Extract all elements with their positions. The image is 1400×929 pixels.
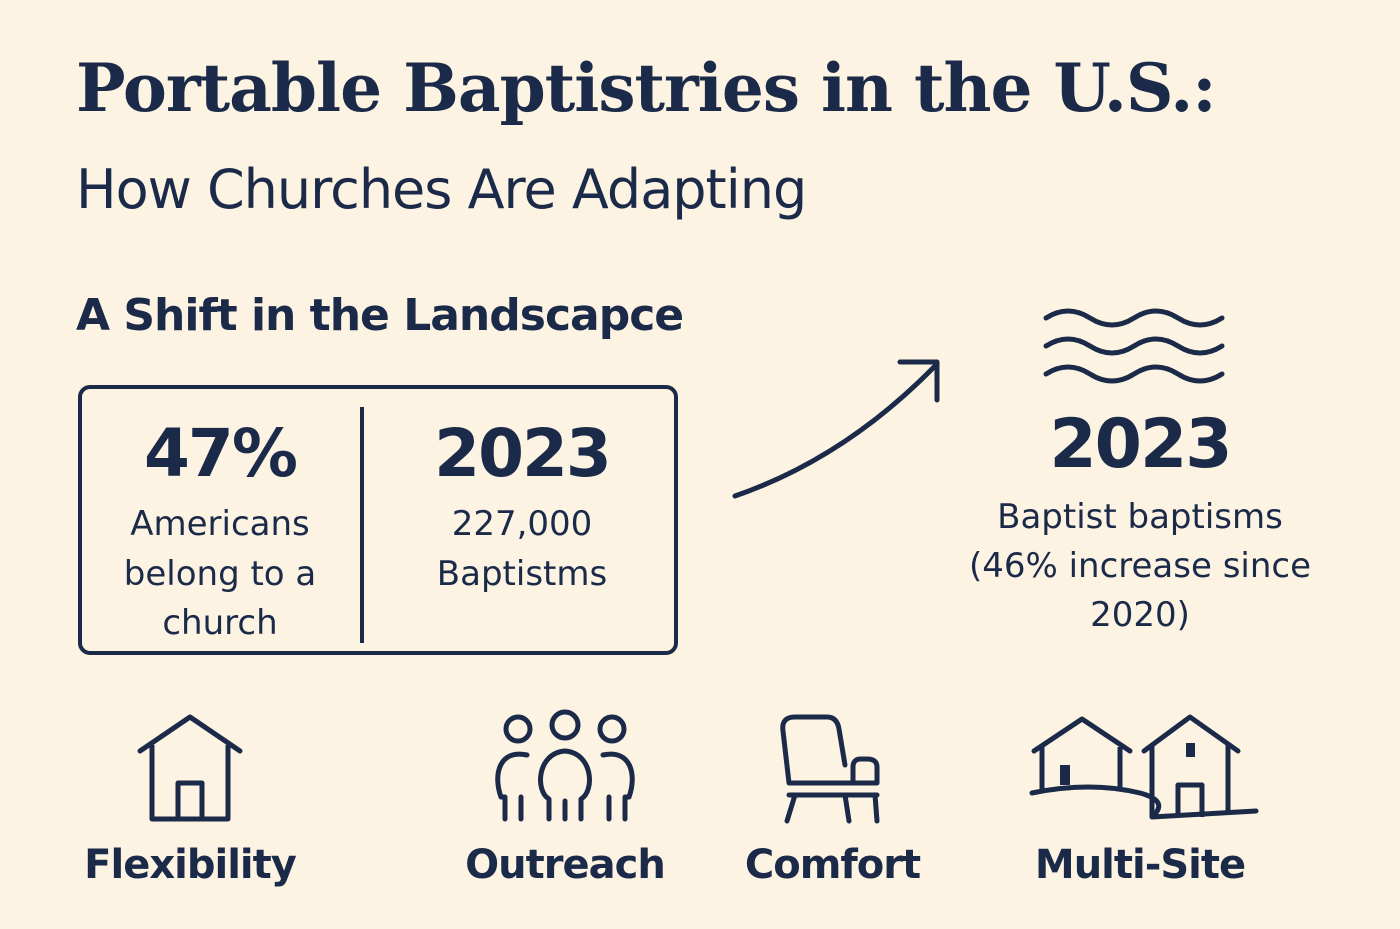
stat-description: 227,000 Baptistms — [436, 504, 608, 594]
water-waves-icon — [1043, 308, 1225, 384]
stat-description: Americans belong to a church — [123, 504, 317, 643]
highlight-description: Baptist baptisms (46% increase since 202… — [968, 496, 1312, 636]
stats-divider — [360, 407, 364, 643]
trend-arrow-icon — [732, 359, 940, 499]
highlight-stat: 2023 Baptist baptisms (46% increase sinc… — [960, 405, 1320, 641]
stats-box: 47% Americans belong to a church 2023 22… — [78, 385, 678, 655]
section-heading: A Shift in the Landscapce — [76, 290, 684, 341]
feature-label: Flexibility — [84, 842, 297, 888]
stat-value: 47% — [144, 415, 298, 492]
two-houses-icon — [1029, 714, 1259, 820]
feature-label: Outreach — [465, 842, 666, 888]
stat-baptisms: 2023 227,000 Baptistms — [382, 419, 662, 599]
stat-church-membership: 47% Americans belong to a church — [102, 419, 338, 648]
feature-outreach: Outreach — [435, 705, 695, 887]
feature-flexibility: Flexibility — [60, 705, 320, 887]
highlight-value: 2023 — [1049, 405, 1232, 484]
house-icon — [137, 714, 243, 822]
feature-label: Multi-Site — [1034, 842, 1246, 888]
page-subtitle: How Churches Are Adapting — [76, 158, 807, 221]
feature-label: Comfort — [744, 842, 921, 888]
people-icon — [495, 709, 635, 822]
page-title: Portable Baptistries in the U.S.: — [76, 49, 1217, 127]
chair-icon — [779, 714, 879, 824]
stat-value: 2023 — [434, 415, 612, 492]
feature-comfort: Comfort — [700, 705, 965, 887]
feature-multi-site: Multi-Site — [1005, 705, 1275, 887]
